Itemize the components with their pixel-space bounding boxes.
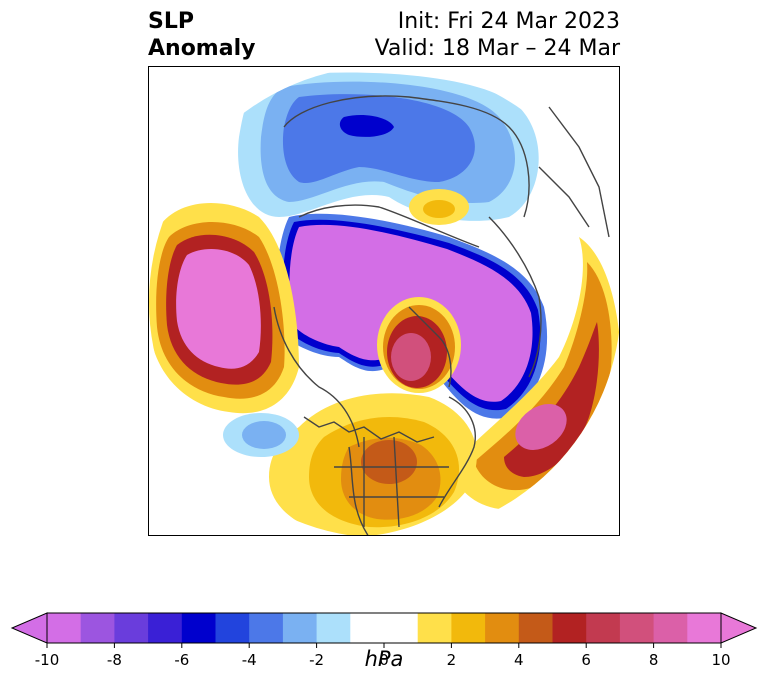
colorbar-segment [47, 613, 82, 643]
us-ridge-core [361, 440, 417, 484]
colorbar-boxes [10, 612, 758, 644]
coastlines [273, 95, 610, 535]
colorbar-tick-label: 10 [711, 651, 730, 669]
colorbar-segment [80, 613, 115, 643]
colorbar-tick-label: -4 [242, 651, 257, 669]
colorbar-unit-label: hPa [364, 647, 404, 671]
valid-range: Valid: 18 Mar – 24 Mar [374, 36, 620, 61]
colorbar-segment [451, 613, 486, 643]
atlantic-ridge-core [515, 404, 567, 450]
colorbar-tick-label: -6 [174, 651, 189, 669]
west-ridge-core [176, 249, 261, 369]
colorbar-extend-max [720, 612, 758, 644]
anomaly-map [149, 72, 619, 535]
colorbar-segment [384, 613, 419, 643]
colorbar-segment [282, 613, 318, 643]
colorbar-tick-label: 2 [447, 651, 457, 669]
colorbar-segment [316, 613, 351, 643]
colorbar-segment [181, 613, 216, 643]
blue-anomaly-core [339, 115, 394, 137]
variable-name-line2: Anomaly [148, 36, 256, 61]
colorbar-segment [114, 613, 149, 643]
red-center-core [391, 333, 431, 381]
colorbar-tick-label: 0 [379, 651, 389, 669]
chart-title-right: Init: Fri 24 Mar 2023 Valid: 18 Mar – 24… [375, 8, 620, 62]
anomaly-fills [149, 72, 619, 535]
colorbar-tick-label: 6 [581, 651, 591, 669]
colorbar-segment [485, 613, 520, 643]
colorbar-segment [148, 613, 183, 643]
colorbar-segment [586, 613, 621, 643]
map-panel [148, 66, 620, 536]
colorbar-segment [249, 613, 284, 643]
colorbar-segment [215, 613, 250, 643]
variable-name: SLP [148, 9, 194, 34]
colorbar-segment [552, 613, 587, 643]
colorbar: -10 -8 -6 -4 -2 0 2 4 6 8 10 [10, 612, 758, 669]
colorbar-segment [653, 613, 688, 643]
chart-title-left: SLP Anomaly [148, 8, 255, 62]
colorbar-segment [518, 613, 553, 643]
colorbar-segment [687, 613, 722, 643]
colorbar-tick-label: 4 [514, 651, 524, 669]
colorbar-tick-label: 8 [649, 651, 659, 669]
colorbar-segment [619, 613, 655, 643]
colorbar-extend-min [10, 612, 48, 644]
colorbar-segment [350, 613, 385, 643]
colorbar-tick-label: -8 [107, 651, 122, 669]
yellow-ridge-north-core [423, 200, 455, 218]
colorbar-ticks: -10 -8 -6 -4 -2 0 2 4 6 8 10 [35, 643, 731, 669]
colorbar-tick-label: -2 [309, 651, 324, 669]
blue-anomaly-inner [282, 94, 475, 184]
colorbar-segment [417, 613, 452, 643]
init-date: Init: Fri 24 Mar 2023 [397, 9, 620, 34]
pacific-low-inner [242, 421, 286, 449]
colorbar-tick-label: -10 [35, 651, 60, 669]
